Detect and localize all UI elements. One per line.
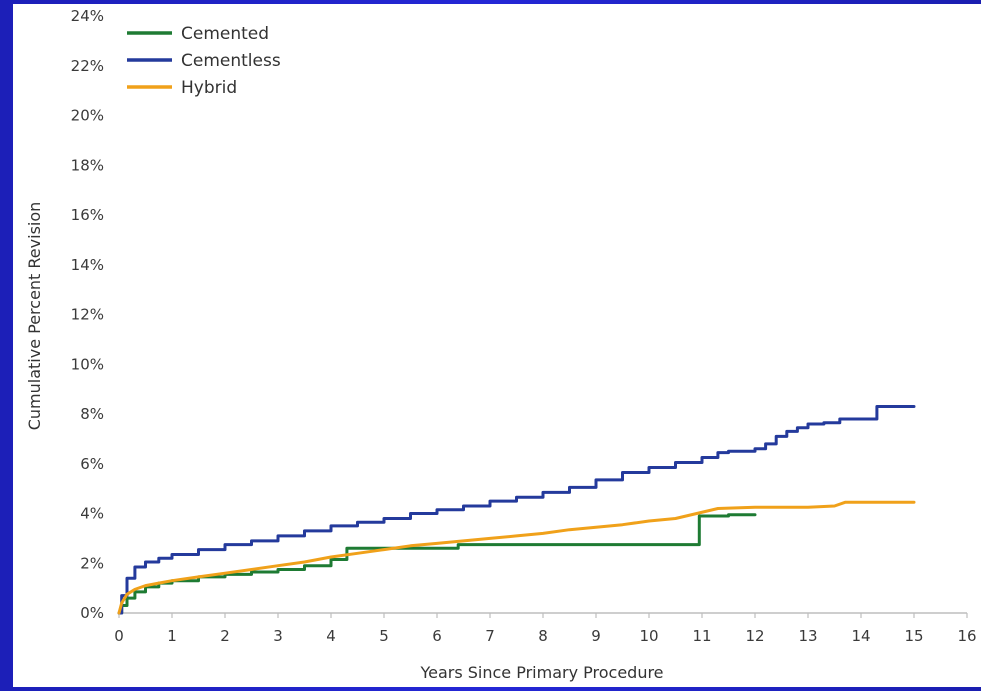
- y-tick-label: 0%: [80, 604, 104, 622]
- x-tick-label: 9: [591, 627, 601, 645]
- revision-line-chart: 0 1 2 3 4 5 6 7 8 9 10 11 12 13 14 15 160%2%4%6%8%10%12%…: [25, 7, 977, 682]
- legend-label-cemented: Cemented: [181, 24, 269, 44]
- x-tick-label: 14: [851, 627, 870, 645]
- x-tick-label: 3: [273, 627, 283, 645]
- series-line-hybrid: [117, 500, 916, 615]
- series-line-cemented: [117, 513, 757, 615]
- y-tick-label: 10%: [71, 355, 104, 373]
- x-tick-label: 0: [114, 627, 124, 645]
- x-tick-label: 8: [538, 627, 548, 645]
- chart-panel: 0 1 2 3 4 5 6 7 8 9 10 11 12 13 14 15 16 0% 2% 4% 6% 8% 10% 12%…: [13, 4, 981, 687]
- y-tick-label: 2%: [80, 554, 104, 572]
- y-tick-label: 6%: [80, 455, 104, 473]
- y-tick-label: 4%: [80, 505, 104, 523]
- y-tick-label: 24%: [71, 7, 104, 25]
- x-tick-label: 12: [745, 627, 764, 645]
- y-tick-label: 16%: [71, 206, 104, 224]
- x-tick-label: 2: [220, 627, 230, 645]
- y-tick-label: 18%: [71, 156, 104, 174]
- x-tick-label: 11: [692, 627, 711, 645]
- x-tick-label: 6: [432, 627, 442, 645]
- x-tick-label: 1: [167, 627, 177, 645]
- y-tick-label: 8%: [80, 405, 104, 423]
- series-line-cementless: [117, 405, 916, 615]
- x-tick-label: 13: [798, 627, 817, 645]
- legend-label-cementless: Cementless: [181, 51, 281, 71]
- x-tick-label: 5: [379, 627, 389, 645]
- legend-label-hybrid: Hybrid: [181, 78, 237, 98]
- y-tick-label: 14%: [71, 256, 104, 274]
- series-lines: [117, 405, 916, 615]
- y-tick-label: 22%: [71, 57, 104, 75]
- y-axis-title: Cumulative Percent Revision: [25, 202, 44, 431]
- legend: Cemented Cementless Hybrid: [127, 24, 281, 98]
- x-tick-label: 15: [904, 627, 923, 645]
- x-tick-label: 4: [326, 627, 336, 645]
- x-tick-label: 16: [957, 627, 976, 645]
- y-tick-label: 20%: [71, 107, 104, 125]
- x-axis-title: Years Since Primary Procedure: [419, 663, 663, 682]
- y-tick-label: 12%: [71, 306, 104, 324]
- x-tick-label: 10: [639, 627, 658, 645]
- axes: 0 1 2 3 4 5 6 7 8 9 10 11 12 13 14 15 160%2%4%6%8%10%12%…: [71, 7, 977, 645]
- x-tick-label: 7: [485, 627, 495, 645]
